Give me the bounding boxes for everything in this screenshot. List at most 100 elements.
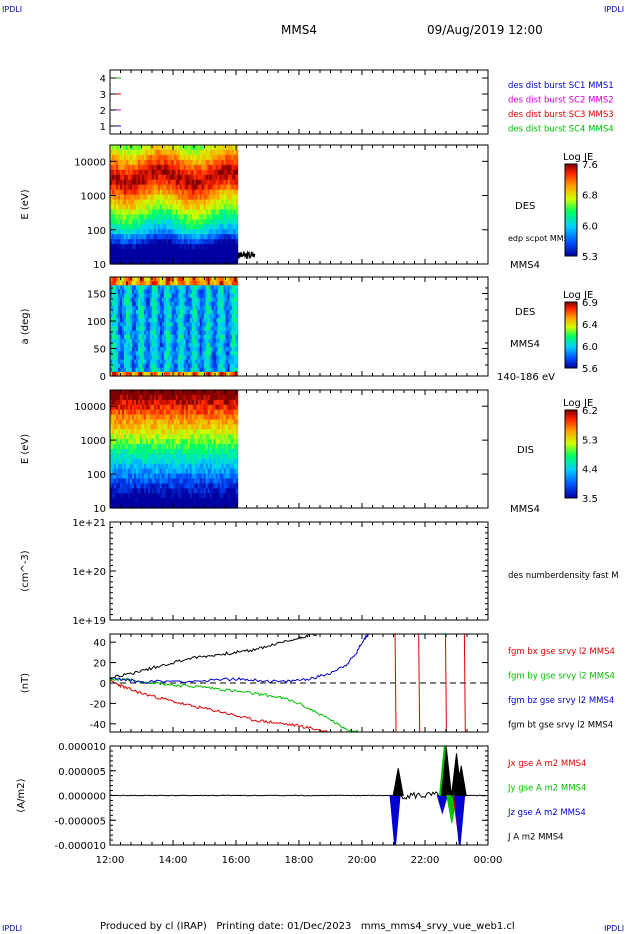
des-energy-cell [197,164,201,171]
des-energy-cell [195,154,199,161]
des-pitch-cell [173,347,177,352]
des-energy-cell [143,169,147,176]
des-energy-cell [111,179,115,186]
des-energy-cell [117,184,121,191]
des-energy-cell [167,159,171,166]
des-pitch-cell [167,289,171,295]
dis-energy-cell [189,444,193,450]
des-energy-cell [127,239,131,245]
des-pitch-cell [153,318,157,323]
des-energy-cell [131,214,135,220]
des-energy-cell [197,199,201,206]
des-pitch-cell [191,367,195,373]
des-pitch-cell [151,301,155,307]
des-energy-cell [117,204,121,211]
des-pitch-cell [235,343,239,348]
des-energy-cell [113,179,117,186]
des-pitch-cell [167,343,171,348]
dis-energy-cell [137,444,141,450]
des-pitch-cell [117,301,121,307]
des-energy-cell [195,204,199,211]
des-energy-cell [141,224,145,230]
des-energy-cell [110,164,113,171]
des-energy-cell [117,189,121,196]
des-pitch-cell [207,318,211,323]
dis-energy-cell [171,473,175,480]
dis-energy-cell [221,498,225,504]
des-pitch-cell [167,322,171,328]
des-pitch-cell [167,285,171,290]
des-energy-cell [221,259,225,265]
dis-energy-cell [187,493,191,499]
dis-energy-cell [135,434,139,440]
dis-energy-cell [163,498,167,504]
des-pitch-cell [191,297,195,303]
des-energy-cell [135,154,139,161]
des-energy-cell [141,194,145,201]
des-energy-cell [199,164,203,171]
dis-energy-cell [227,449,231,455]
des-pitch-side-label: DES [515,307,535,318]
des-pitch-cell [199,330,203,336]
dis-energy-cell [169,488,173,494]
dis-energy-cell [123,453,127,460]
dis-energy-cell [193,449,197,455]
des-energy-cell [189,244,193,250]
des-energy-cell [179,149,183,156]
des-pitch-cell [187,293,191,299]
des-pitch-cell [143,359,147,365]
des-pitch-cell [231,281,235,286]
des-pitch-cell [147,322,151,328]
des-pitch-cell [171,326,175,332]
des-energy-cell [155,229,159,235]
dis-energy-cell [167,414,171,421]
des-pitch-cell [231,359,235,365]
des-pitch-cell [149,363,153,369]
des-energy-cell [147,249,151,255]
dis-energy-cell [117,503,121,509]
des-energy-cell [137,224,141,230]
des-energy-cell [195,184,199,191]
des-pitch-cell [179,305,183,311]
des-energy-cell [111,214,115,220]
des-pitch-cell [129,351,133,356]
dis-energy-cell [229,498,233,504]
dis-energy-cell [149,429,153,435]
des-energy-cell [115,224,119,230]
des-pitch-cell [179,322,183,328]
dis-energy-cell [163,399,167,406]
dis-energy-cell [145,424,149,430]
dis-energy-cell [209,468,213,475]
des-pitch-cell [129,314,133,319]
des-energy-cell [183,204,187,211]
des-energy-cell [187,234,191,240]
des-energy-cell [177,194,181,201]
dis-energy-cell [225,439,229,445]
des-energy-cell [159,249,163,255]
dis-energy-cell [139,429,143,435]
des-pitch-cell [185,367,189,373]
des-pitch-cell [215,305,219,311]
des-energy-cell [231,244,235,250]
dis-energy-cell [173,424,177,430]
des-pitch-cell [157,355,161,361]
dis-energy-cell [177,424,181,430]
des-energy-cells [110,145,239,265]
des-pitch-cell [165,355,169,361]
dis-energy-cell [117,444,121,450]
dis-energy-cell [193,498,197,504]
dis-energy-cell [213,434,217,440]
des-pitch-cell [141,297,145,303]
dis-energy-cell [135,453,139,460]
dis-energy-cell [209,473,213,480]
des-pitch-cell [193,371,197,377]
dis-energy-cell [191,473,195,480]
des-pitch-cell [183,334,187,340]
dis-energy-cell [155,409,159,416]
des-energy-cell [199,214,203,220]
dis-energy-cell [205,434,209,440]
des-energy-cell [219,249,223,255]
dis-energy-cell [153,439,157,445]
des-pitch-cell [197,338,201,344]
des-energy-cell [143,189,147,196]
